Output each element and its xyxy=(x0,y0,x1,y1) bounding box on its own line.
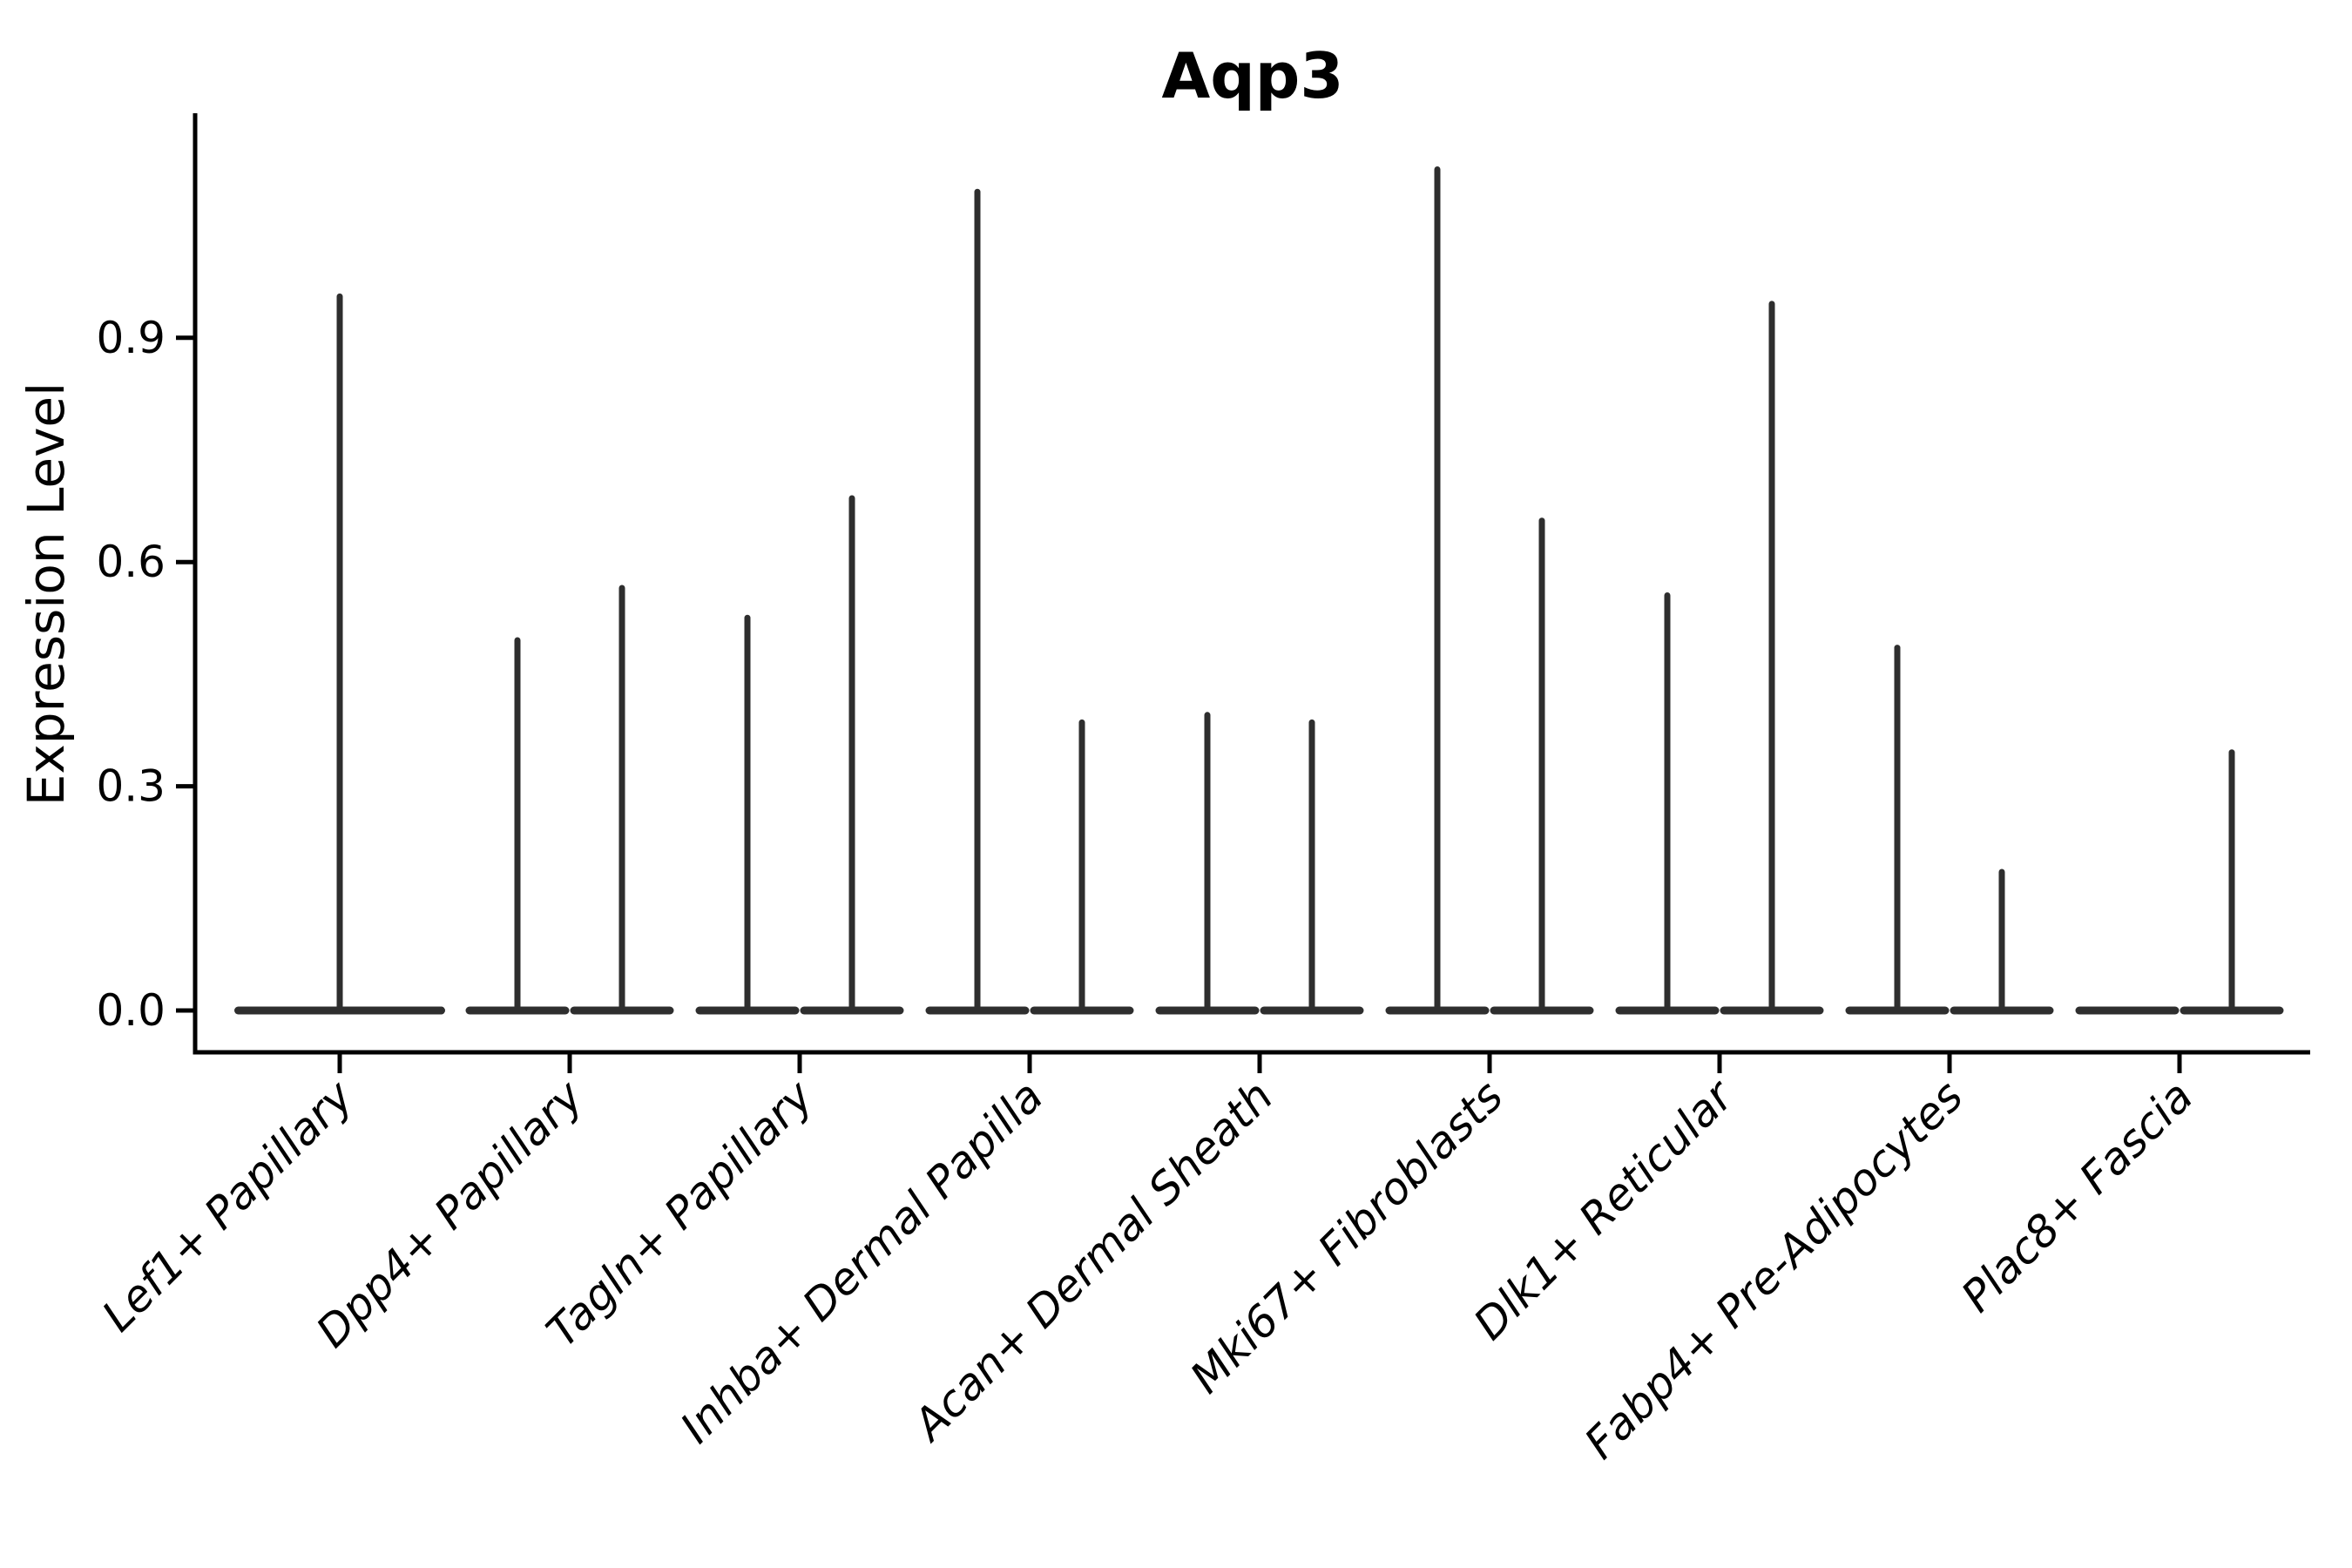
y-tick-label: 0.0 xyxy=(96,985,166,1036)
violin-base xyxy=(2075,1006,2180,1015)
y-axis-label: Expression Level xyxy=(17,382,76,806)
y-tick-label: 0.3 xyxy=(96,761,166,812)
chart-title: Aqp3 xyxy=(1162,39,1344,112)
y-tick-label: 0.6 xyxy=(96,537,166,587)
y-tick-label: 0.9 xyxy=(96,313,166,363)
